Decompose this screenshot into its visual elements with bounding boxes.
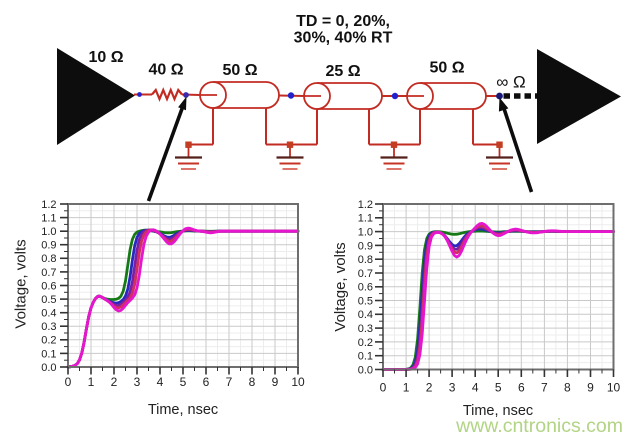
svg-text:5: 5	[180, 375, 187, 389]
svg-text:1.2: 1.2	[41, 199, 56, 211]
svg-text:0.3: 0.3	[41, 321, 56, 333]
svg-text:2: 2	[426, 381, 433, 395]
svg-text:0.9: 0.9	[41, 240, 56, 252]
svg-text:9: 9	[587, 381, 594, 395]
svg-text:2: 2	[111, 375, 118, 389]
svg-text:3: 3	[449, 381, 456, 395]
svg-text:25 Ω: 25 Ω	[325, 63, 360, 80]
svg-text:4: 4	[472, 381, 479, 395]
svg-text:4: 4	[157, 375, 164, 389]
svg-text:Time, nsec: Time, nsec	[463, 403, 533, 419]
svg-text:0.7: 0.7	[358, 268, 373, 280]
svg-text:1.2: 1.2	[358, 199, 373, 211]
svg-text:10 Ω: 10 Ω	[88, 49, 123, 66]
svg-text:50 Ω: 50 Ω	[429, 60, 464, 77]
svg-text:1.0: 1.0	[358, 227, 373, 239]
svg-text:0.4: 0.4	[358, 309, 373, 321]
svg-text:10: 10	[607, 381, 621, 395]
svg-text:10: 10	[291, 375, 305, 389]
svg-text:0.8: 0.8	[358, 254, 373, 266]
svg-text:0.1: 0.1	[358, 351, 373, 363]
svg-text:0.0: 0.0	[358, 364, 373, 376]
svg-text:0.0: 0.0	[41, 362, 56, 374]
svg-text:1: 1	[403, 381, 410, 395]
svg-text:0.6: 0.6	[358, 282, 373, 294]
svg-text:1: 1	[88, 375, 95, 389]
svg-text:0: 0	[65, 375, 72, 389]
svg-text:Voltage, volts: Voltage, volts	[13, 239, 30, 328]
svg-text:0.5: 0.5	[358, 295, 373, 307]
svg-text:Voltage, volts: Voltage, volts	[332, 242, 349, 331]
svg-text:0.8: 0.8	[41, 253, 56, 265]
svg-text:0.2: 0.2	[41, 335, 56, 347]
svg-text:7: 7	[541, 381, 548, 395]
svg-text:0.7: 0.7	[41, 267, 56, 279]
svg-text:TD = 0, 20%,: TD = 0, 20%,	[296, 13, 390, 30]
svg-text:5: 5	[495, 381, 502, 395]
svg-text:∞ Ω: ∞ Ω	[496, 73, 526, 92]
svg-text:0.9: 0.9	[358, 240, 373, 252]
svg-text:8: 8	[249, 375, 256, 389]
svg-text:50 Ω: 50 Ω	[222, 62, 257, 79]
svg-text:3: 3	[134, 375, 141, 389]
svg-text:0.3: 0.3	[358, 323, 373, 335]
svg-text:9: 9	[272, 375, 279, 389]
svg-text:6: 6	[203, 375, 210, 389]
svg-text:0: 0	[380, 381, 387, 395]
svg-text:30%, 40% RT: 30%, 40% RT	[294, 30, 393, 47]
svg-text:0.6: 0.6	[41, 280, 56, 292]
svg-text:www.cntronics.com: www.cntronics.com	[455, 415, 623, 437]
svg-text:0.4: 0.4	[41, 308, 56, 320]
svg-text:1.1: 1.1	[358, 213, 373, 225]
svg-text:1.0: 1.0	[41, 226, 56, 238]
svg-text:6: 6	[518, 381, 525, 395]
svg-text:Time, nsec: Time, nsec	[148, 402, 218, 418]
svg-text:40 Ω: 40 Ω	[148, 62, 183, 79]
svg-text:7: 7	[226, 375, 233, 389]
svg-text:1.1: 1.1	[41, 213, 56, 225]
svg-text:0.1: 0.1	[41, 348, 56, 360]
svg-text:0.5: 0.5	[41, 294, 56, 306]
svg-text:8: 8	[564, 381, 571, 395]
svg-text:0.2: 0.2	[358, 337, 373, 349]
